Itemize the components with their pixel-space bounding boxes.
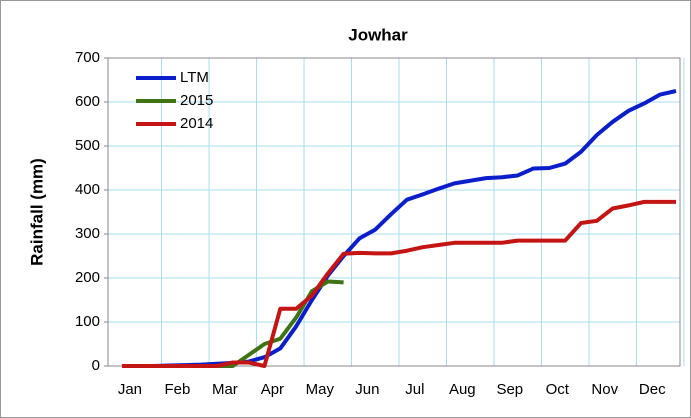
y-tick-label: 400 (75, 181, 100, 198)
y-tick-label: 0 (92, 357, 100, 374)
legend-label: 2014 (180, 115, 213, 132)
x-tick-label: Aug (449, 381, 476, 398)
x-tick-label: Feb (164, 381, 190, 398)
chart-title: Jowhar (348, 25, 408, 44)
x-tick-label: Dec (639, 381, 666, 398)
x-tick-label: Jul (405, 381, 424, 398)
y-tick-label: 200 (75, 269, 100, 286)
legend-label: LTM (180, 69, 209, 86)
x-tick-label: Oct (546, 381, 570, 398)
y-tick-label: 700 (75, 49, 100, 66)
y-tick-label: 500 (75, 137, 100, 154)
y-tick-label: 100 (75, 313, 100, 330)
x-tick-label: Sep (496, 381, 523, 398)
y-axis-label: Rainfall (mm) (27, 158, 46, 266)
x-tick-label: Nov (591, 381, 618, 398)
x-tick-label: Jun (355, 381, 379, 398)
y-tick-label: 300 (75, 225, 100, 242)
x-tick-label: Mar (212, 381, 238, 398)
x-tick-label: May (306, 381, 335, 398)
series-line (122, 89, 677, 368)
y-tick-label: 600 (75, 93, 100, 110)
x-tick-label: Jan (118, 381, 142, 398)
legend-label: 2015 (180, 92, 213, 109)
x-tick-label: Apr (261, 381, 284, 398)
series-line (122, 199, 676, 368)
plot-area (107, 57, 681, 367)
